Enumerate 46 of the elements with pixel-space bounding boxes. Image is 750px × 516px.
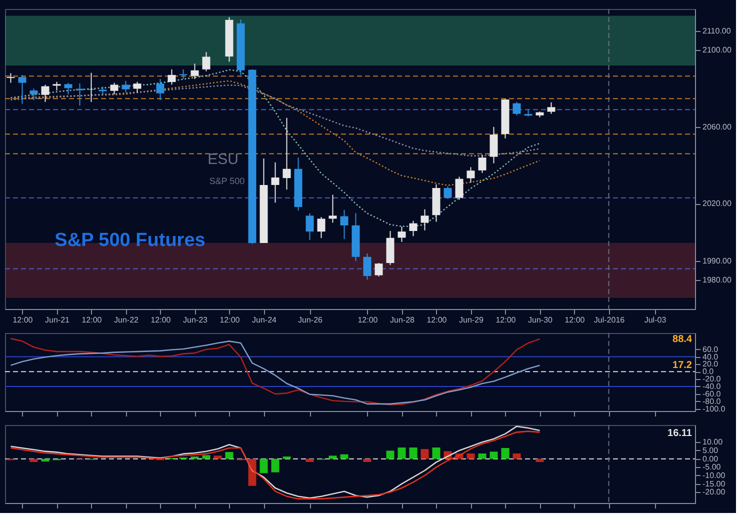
y-tick-label: 0.00	[702, 454, 719, 464]
x-tick-label: Jun-26	[298, 316, 324, 324]
x-tick-label: 12:00	[12, 316, 34, 324]
x-tick-label: Jun-30	[528, 316, 554, 324]
y-tick-label: 2020.00	[702, 199, 732, 208]
y-tick-label: -100.0	[702, 404, 726, 414]
y-tick-label: -20.00	[702, 488, 726, 497]
y-tick-label: 0.0	[702, 367, 714, 376]
y-tick-label: 2060.00	[702, 122, 732, 132]
y-tick-label: 10.00	[702, 438, 724, 447]
y-tick-label: 40.0	[702, 352, 719, 362]
annotation: 16.11	[668, 428, 692, 439]
y-tick-label: -20.0	[702, 374, 722, 384]
x-tick-label: 12:00	[82, 316, 102, 324]
y-tick-label: 2100.00	[702, 46, 732, 55]
text: S&P 500 Futures	[54, 230, 206, 251]
y-tick-label: 2110.00	[702, 26, 732, 36]
annotation: 88.4	[672, 334, 692, 345]
x-tick-label: Jul-03	[644, 316, 667, 324]
y-tick-label: -40.0	[702, 382, 722, 391]
x-tick-label: 12:00	[426, 316, 448, 324]
annotation: ESU	[208, 151, 238, 168]
y-tick-label: 60.0	[702, 344, 719, 354]
x-tick-label: 12:00	[358, 316, 378, 324]
y-tick-label: -5.00	[702, 462, 722, 472]
annotation: S&P 500	[209, 176, 245, 186]
x-tick-label: Jun-28	[390, 316, 416, 324]
annotation: 17.2	[672, 360, 692, 371]
y-tick-label: 1980.00	[702, 276, 732, 285]
x-tick-label: Jun-23	[183, 316, 208, 324]
x-tick-label: Jun-21	[45, 316, 70, 324]
y-tick-label: 5.00	[702, 446, 719, 455]
x-tick-label: Jun-22	[114, 316, 140, 324]
x-tick-label: Jul-2016	[594, 316, 626, 324]
x-tick-label: Jun-24	[252, 316, 278, 324]
x-tick-label: 12:00	[496, 316, 516, 324]
y-tick-label: 20.0	[702, 360, 719, 369]
y-tick-label: -10.00	[702, 471, 726, 480]
y-tick-label: -60.0	[702, 389, 722, 398]
x-tick-label: Jun-29	[459, 316, 484, 324]
y-tick-label: -80.0	[702, 396, 722, 406]
x-tick-label: 12:00	[150, 316, 172, 324]
x-tick-label: 12:00	[564, 316, 586, 324]
y-tick-label: -15.00	[702, 479, 726, 488]
y-tick-label: 1990.00	[702, 256, 732, 266]
x-tick-label: 12:00	[220, 316, 240, 324]
